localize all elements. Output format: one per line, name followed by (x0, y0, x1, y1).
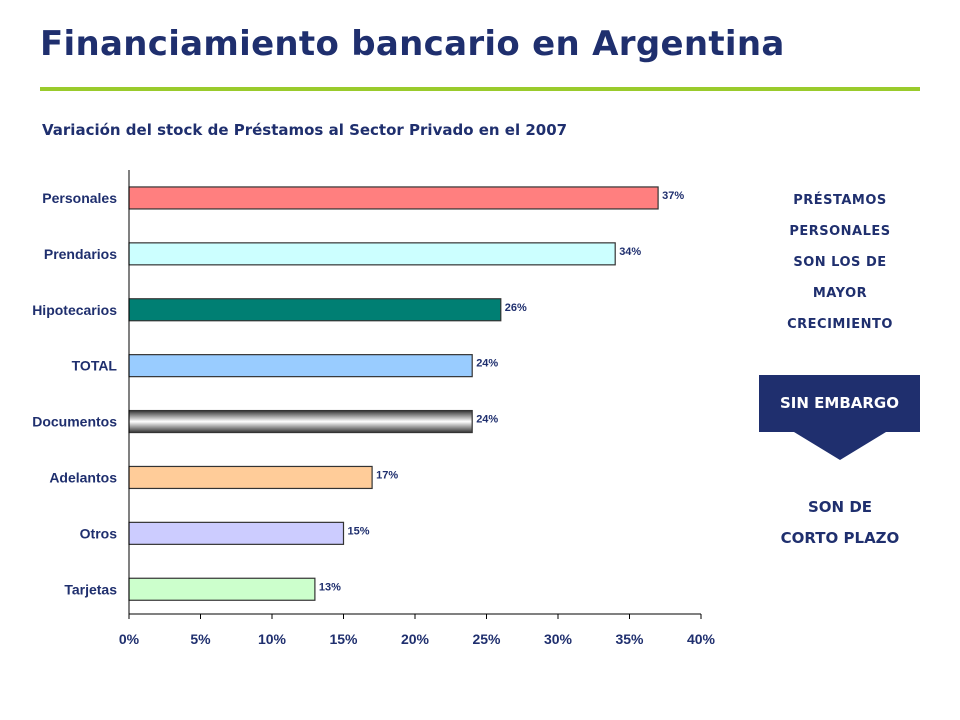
bars-group: Personales 37% Prendarios 34% Hipotecarios 26… (32, 186, 684, 601)
x-tick-label: 30% (544, 631, 573, 647)
conclusion-line: CORTO PLAZO (780, 529, 900, 547)
growth-note: PRÉSTAMOS PERSONALES SON LOS DE MAYOR CR… (760, 185, 920, 340)
category-label: Documentos (32, 414, 117, 430)
callout-box: SIN EMBARGO (759, 375, 920, 432)
bar-documentos (128, 409, 473, 434)
category-label: Tarjetas (64, 581, 117, 597)
x-axis: 0% 5% 10% 15% 20% 25% 30% 35% 40% (119, 170, 716, 647)
value-label: 37% (662, 190, 684, 202)
x-tick-label: 20% (401, 631, 430, 647)
conclusion-note: SON DE CORTO PLAZO (760, 492, 920, 554)
x-tick-label: 0% (119, 631, 140, 647)
x-tick-label: 5% (190, 631, 211, 647)
bar-otros (128, 521, 345, 545)
category-label: Hipotecarios (32, 302, 117, 318)
title-underline (40, 87, 920, 91)
note-line: SON LOS DE (793, 255, 887, 270)
category-label: Adelantos (49, 469, 117, 485)
bar-personales (128, 186, 659, 210)
note-line: PERSONALES (789, 224, 891, 239)
bar-prendarios (128, 242, 616, 266)
value-label: 26% (505, 302, 527, 314)
x-tick-label: 15% (329, 631, 358, 647)
category-label: Otros (80, 525, 118, 541)
x-tick-label: 35% (615, 631, 644, 647)
note-line: CRECIMIENTO (787, 317, 893, 332)
value-label: 13% (319, 581, 341, 593)
note-line: PRÉSTAMOS (793, 193, 887, 208)
value-label: 15% (348, 525, 370, 537)
category-label: TOTAL (72, 358, 118, 374)
bar-total (128, 354, 473, 378)
value-label: 24% (476, 358, 498, 370)
x-tick-label: 25% (472, 631, 501, 647)
value-label: 34% (619, 246, 641, 258)
value-label: 24% (476, 414, 498, 426)
category-label: Prendarios (44, 246, 117, 262)
bar-chart: Personales 37% Prendarios 34% Hipotecarios 26… (32, 170, 716, 647)
x-tick-label: 40% (687, 631, 716, 647)
bar-adelantos (128, 465, 373, 490)
page-title: Financiamiento bancario en Argentina (40, 24, 785, 64)
down-arrow-icon (794, 432, 886, 460)
bar-tarjetas (128, 577, 316, 601)
note-line: MAYOR (812, 286, 868, 301)
chart-subtitle: Variación del stock de Préstamos al Sect… (42, 121, 568, 139)
bar-hipotecarios (128, 298, 502, 322)
category-label: Personales (42, 190, 117, 206)
value-label: 17% (376, 469, 398, 481)
x-tick-label: 10% (258, 631, 287, 647)
conclusion-line: SON DE (807, 498, 873, 516)
